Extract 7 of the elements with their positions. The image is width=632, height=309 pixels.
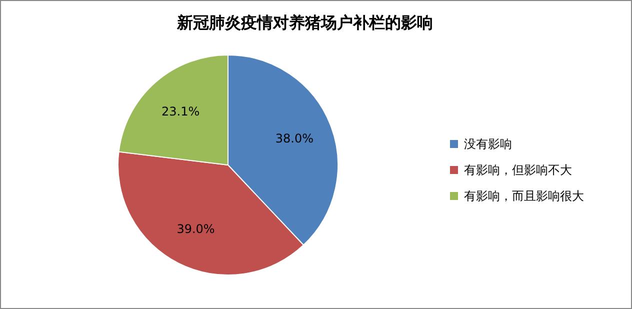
legend-label: 没有影响 <box>464 137 512 151</box>
data-label: 23.1% <box>162 104 200 118</box>
chart-title: 新冠肺炎疫情对养猪场户补栏的影响 <box>176 13 433 32</box>
data-label: 38.0% <box>275 132 314 146</box>
legend-label: 有影响，但影响不大 <box>464 163 572 177</box>
legend-label: 有影响，而且影响很大 <box>464 189 584 203</box>
data-label: 39.0% <box>176 222 215 236</box>
